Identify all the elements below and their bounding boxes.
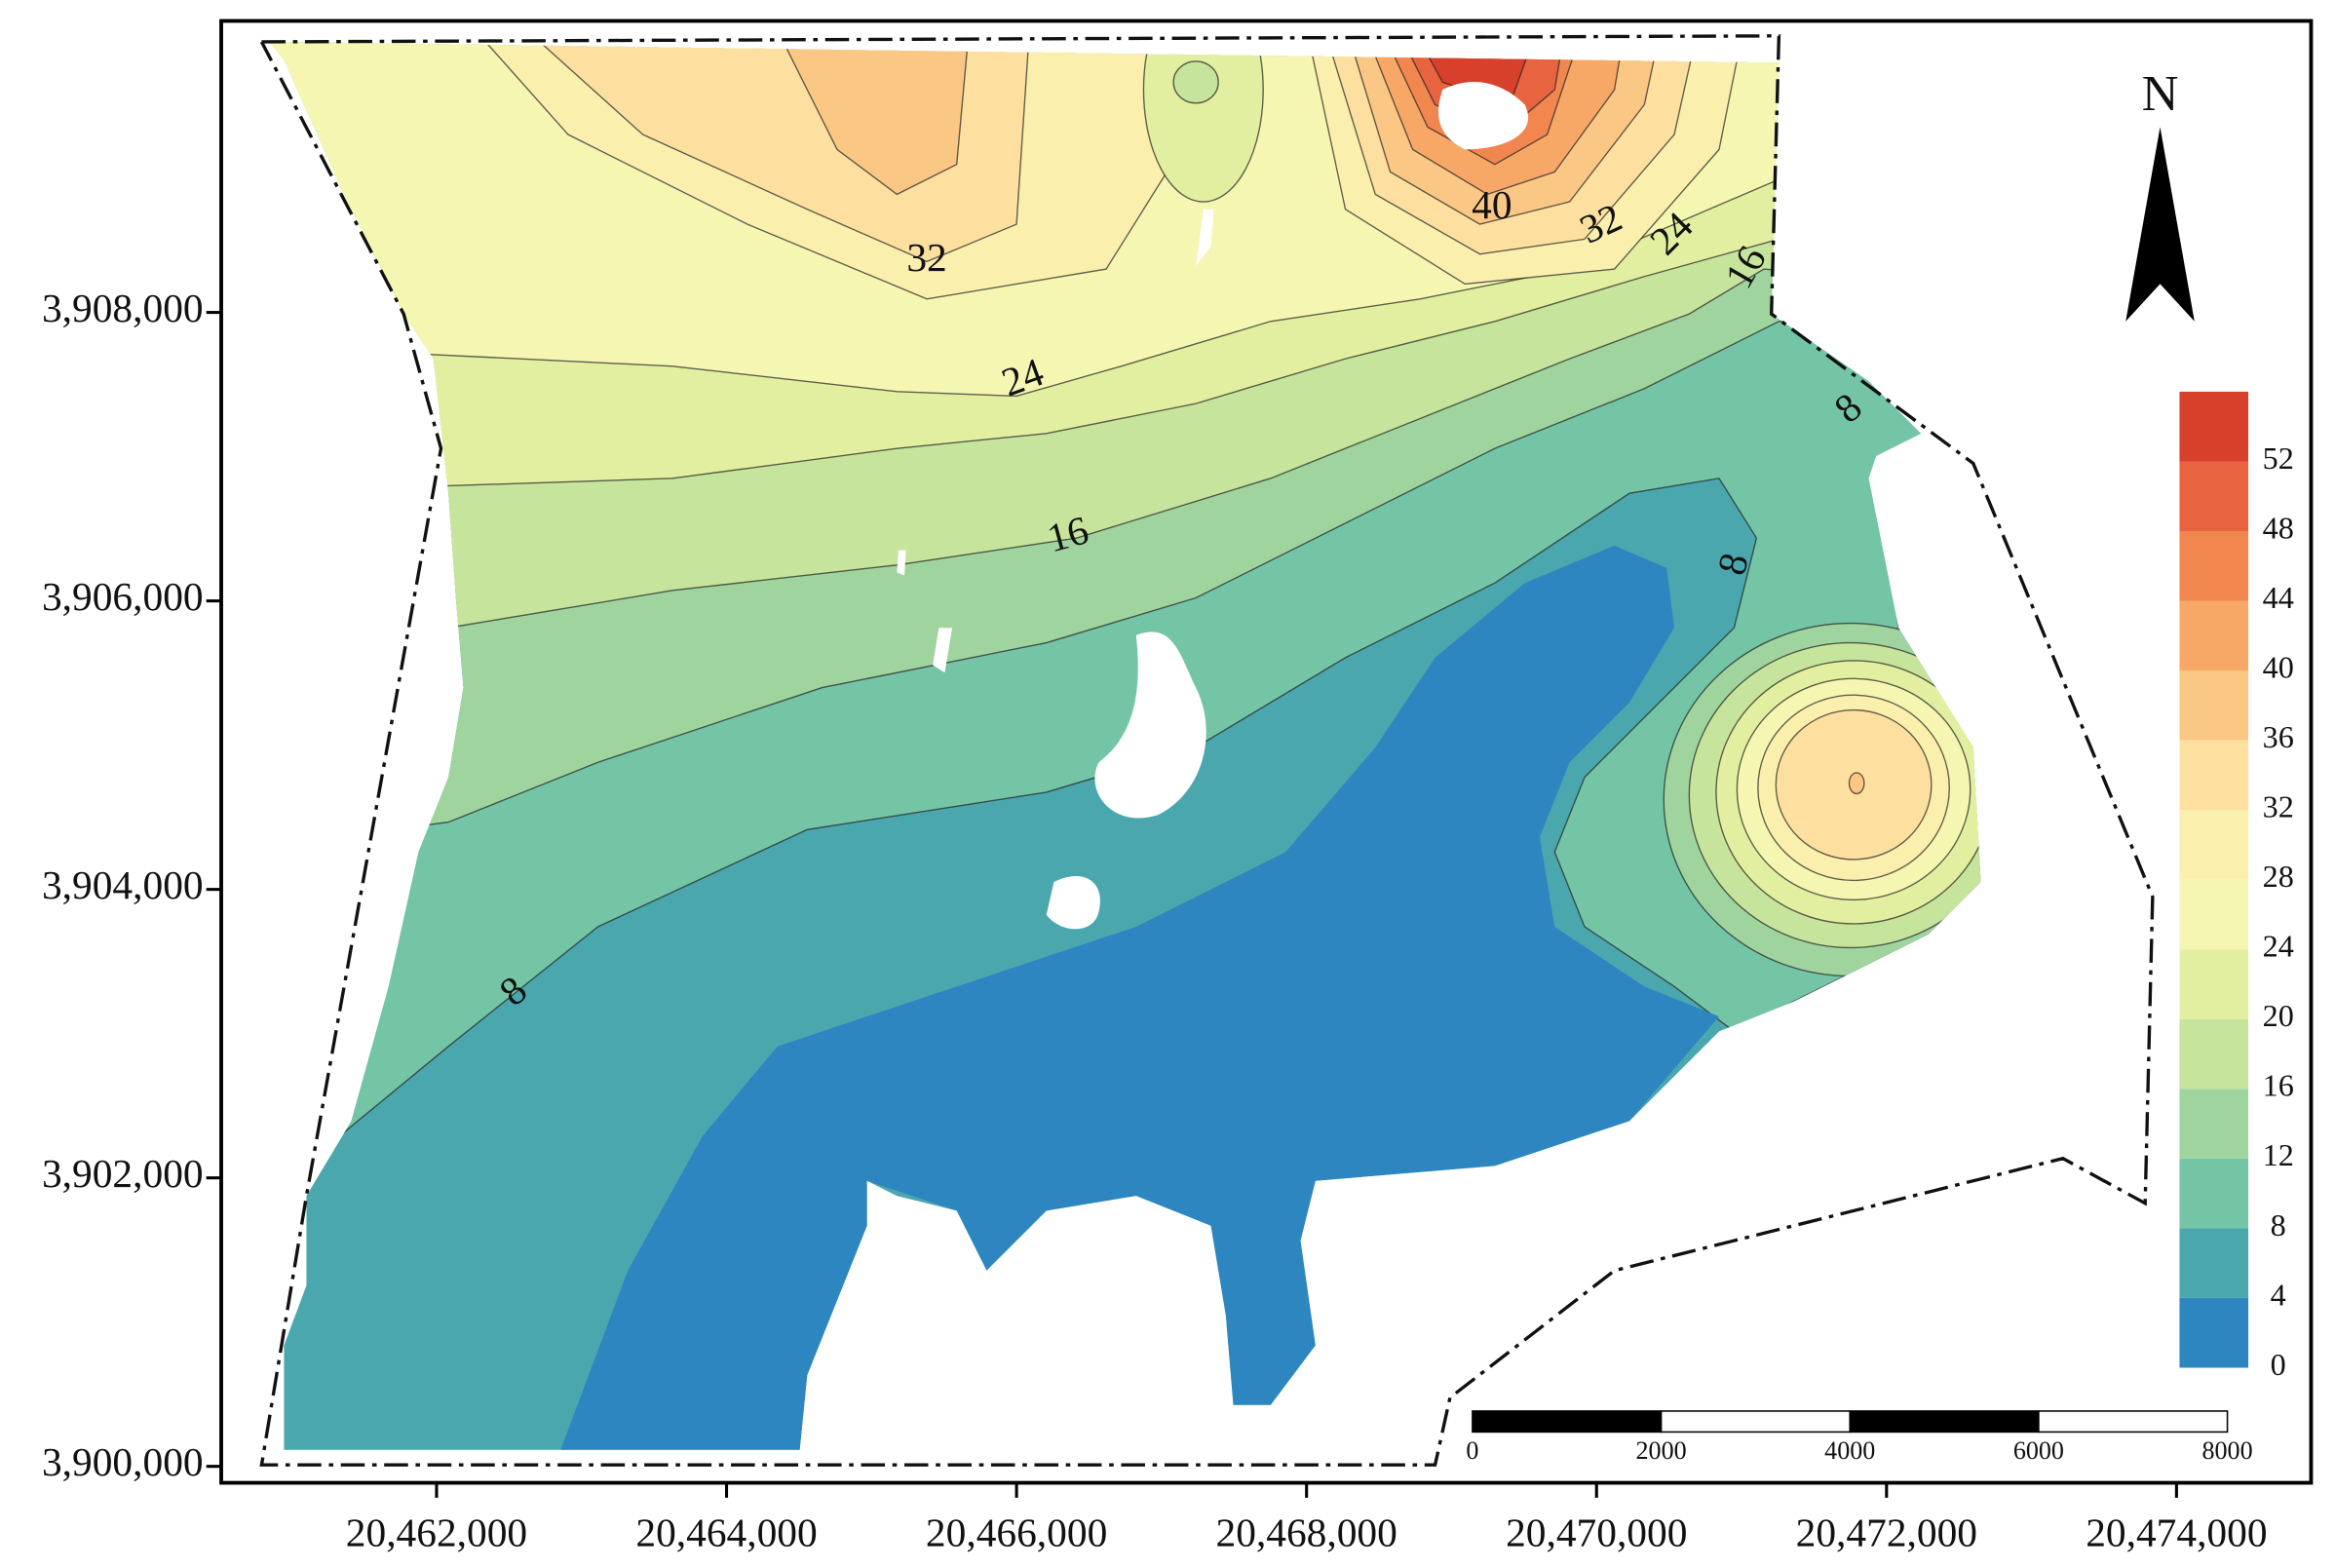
y-tick-label: 3,900,000 <box>42 1439 204 1484</box>
legend-swatch <box>2179 1228 2249 1298</box>
map-frame <box>219 19 2314 1485</box>
scale-label: 0 <box>1466 1436 1478 1465</box>
legend-label: 4 <box>2271 1277 2286 1312</box>
scale-segment <box>1472 1410 1663 1434</box>
legend-label: 48 <box>2263 510 2294 545</box>
legend-swatch <box>2179 810 2249 880</box>
north-arrow <box>2125 127 2195 322</box>
legend-label: 8 <box>2271 1207 2286 1243</box>
scale-label: 4000 <box>1824 1436 1875 1465</box>
scale-segment <box>1849 1410 2040 1434</box>
legend-swatch <box>2179 461 2249 532</box>
y-tick-label: 3,904,000 <box>42 862 204 907</box>
contour-label: 40 <box>1472 182 1512 227</box>
legend-label: 20 <box>2263 998 2294 1033</box>
scale-segment <box>2038 1410 2229 1434</box>
legend-swatch <box>2179 1158 2249 1229</box>
x-tick-label: 20,466,000 <box>926 1510 1107 1554</box>
scale-label: 6000 <box>2013 1436 2064 1465</box>
legend-swatch <box>2179 391 2249 462</box>
y-tick-label: 3,908,000 <box>42 286 204 330</box>
legend-label: 32 <box>2263 789 2294 824</box>
scale-segment <box>1660 1410 1852 1434</box>
no-data-gap <box>1196 209 1214 267</box>
legend-swatch <box>2179 949 2249 1019</box>
y-tick-label: 3,906,000 <box>42 574 204 619</box>
x-tick-label: 20,474,000 <box>2086 1510 2267 1554</box>
legend-swatch <box>2179 1018 2249 1090</box>
legend-label: 40 <box>2263 649 2294 684</box>
legend-label: 24 <box>2263 929 2294 964</box>
legend-swatch <box>2179 600 2249 671</box>
contour-region <box>1172 60 1219 104</box>
x-tick-label: 20,462,000 <box>346 1510 527 1554</box>
no-data-gap <box>897 550 906 576</box>
scale-label: 8000 <box>2201 1436 2252 1465</box>
legend-swatch <box>2179 879 2249 950</box>
legend-swatch <box>2179 740 2249 811</box>
contour-region <box>560 545 1720 1450</box>
x-tick-label: 20,464,000 <box>635 1510 817 1554</box>
legend-label: 16 <box>2263 1068 2294 1103</box>
north-label: N <box>2142 66 2179 122</box>
legend-swatch <box>2179 670 2249 741</box>
no-data-gap <box>1094 631 1206 819</box>
contour-region <box>1848 772 1865 795</box>
contour-label: 32 <box>906 235 946 280</box>
y-tick-label: 3,902,000 <box>42 1151 204 1196</box>
scale-label: 2000 <box>1636 1436 1687 1465</box>
legend-label: 28 <box>2263 859 2294 894</box>
legend-label: 36 <box>2263 719 2294 754</box>
no-data-gap <box>933 628 953 673</box>
x-tick-label: 20,472,000 <box>1796 1510 1977 1554</box>
x-tick-label: 20,468,000 <box>1216 1510 1397 1554</box>
legend-label: 44 <box>2263 580 2294 615</box>
legend-label: 52 <box>2263 440 2294 476</box>
legend-swatch <box>2179 531 2249 601</box>
no-data-gap <box>1437 82 1529 150</box>
legend-swatch <box>2179 1297 2249 1368</box>
study-boundary <box>259 34 2155 1467</box>
legend-label: 12 <box>2263 1137 2294 1172</box>
legend-label: 0 <box>2271 1347 2286 1382</box>
x-tick-label: 20,470,000 <box>1506 1510 1687 1554</box>
no-data-gap <box>1046 875 1100 930</box>
legend-swatch <box>2179 1089 2249 1159</box>
